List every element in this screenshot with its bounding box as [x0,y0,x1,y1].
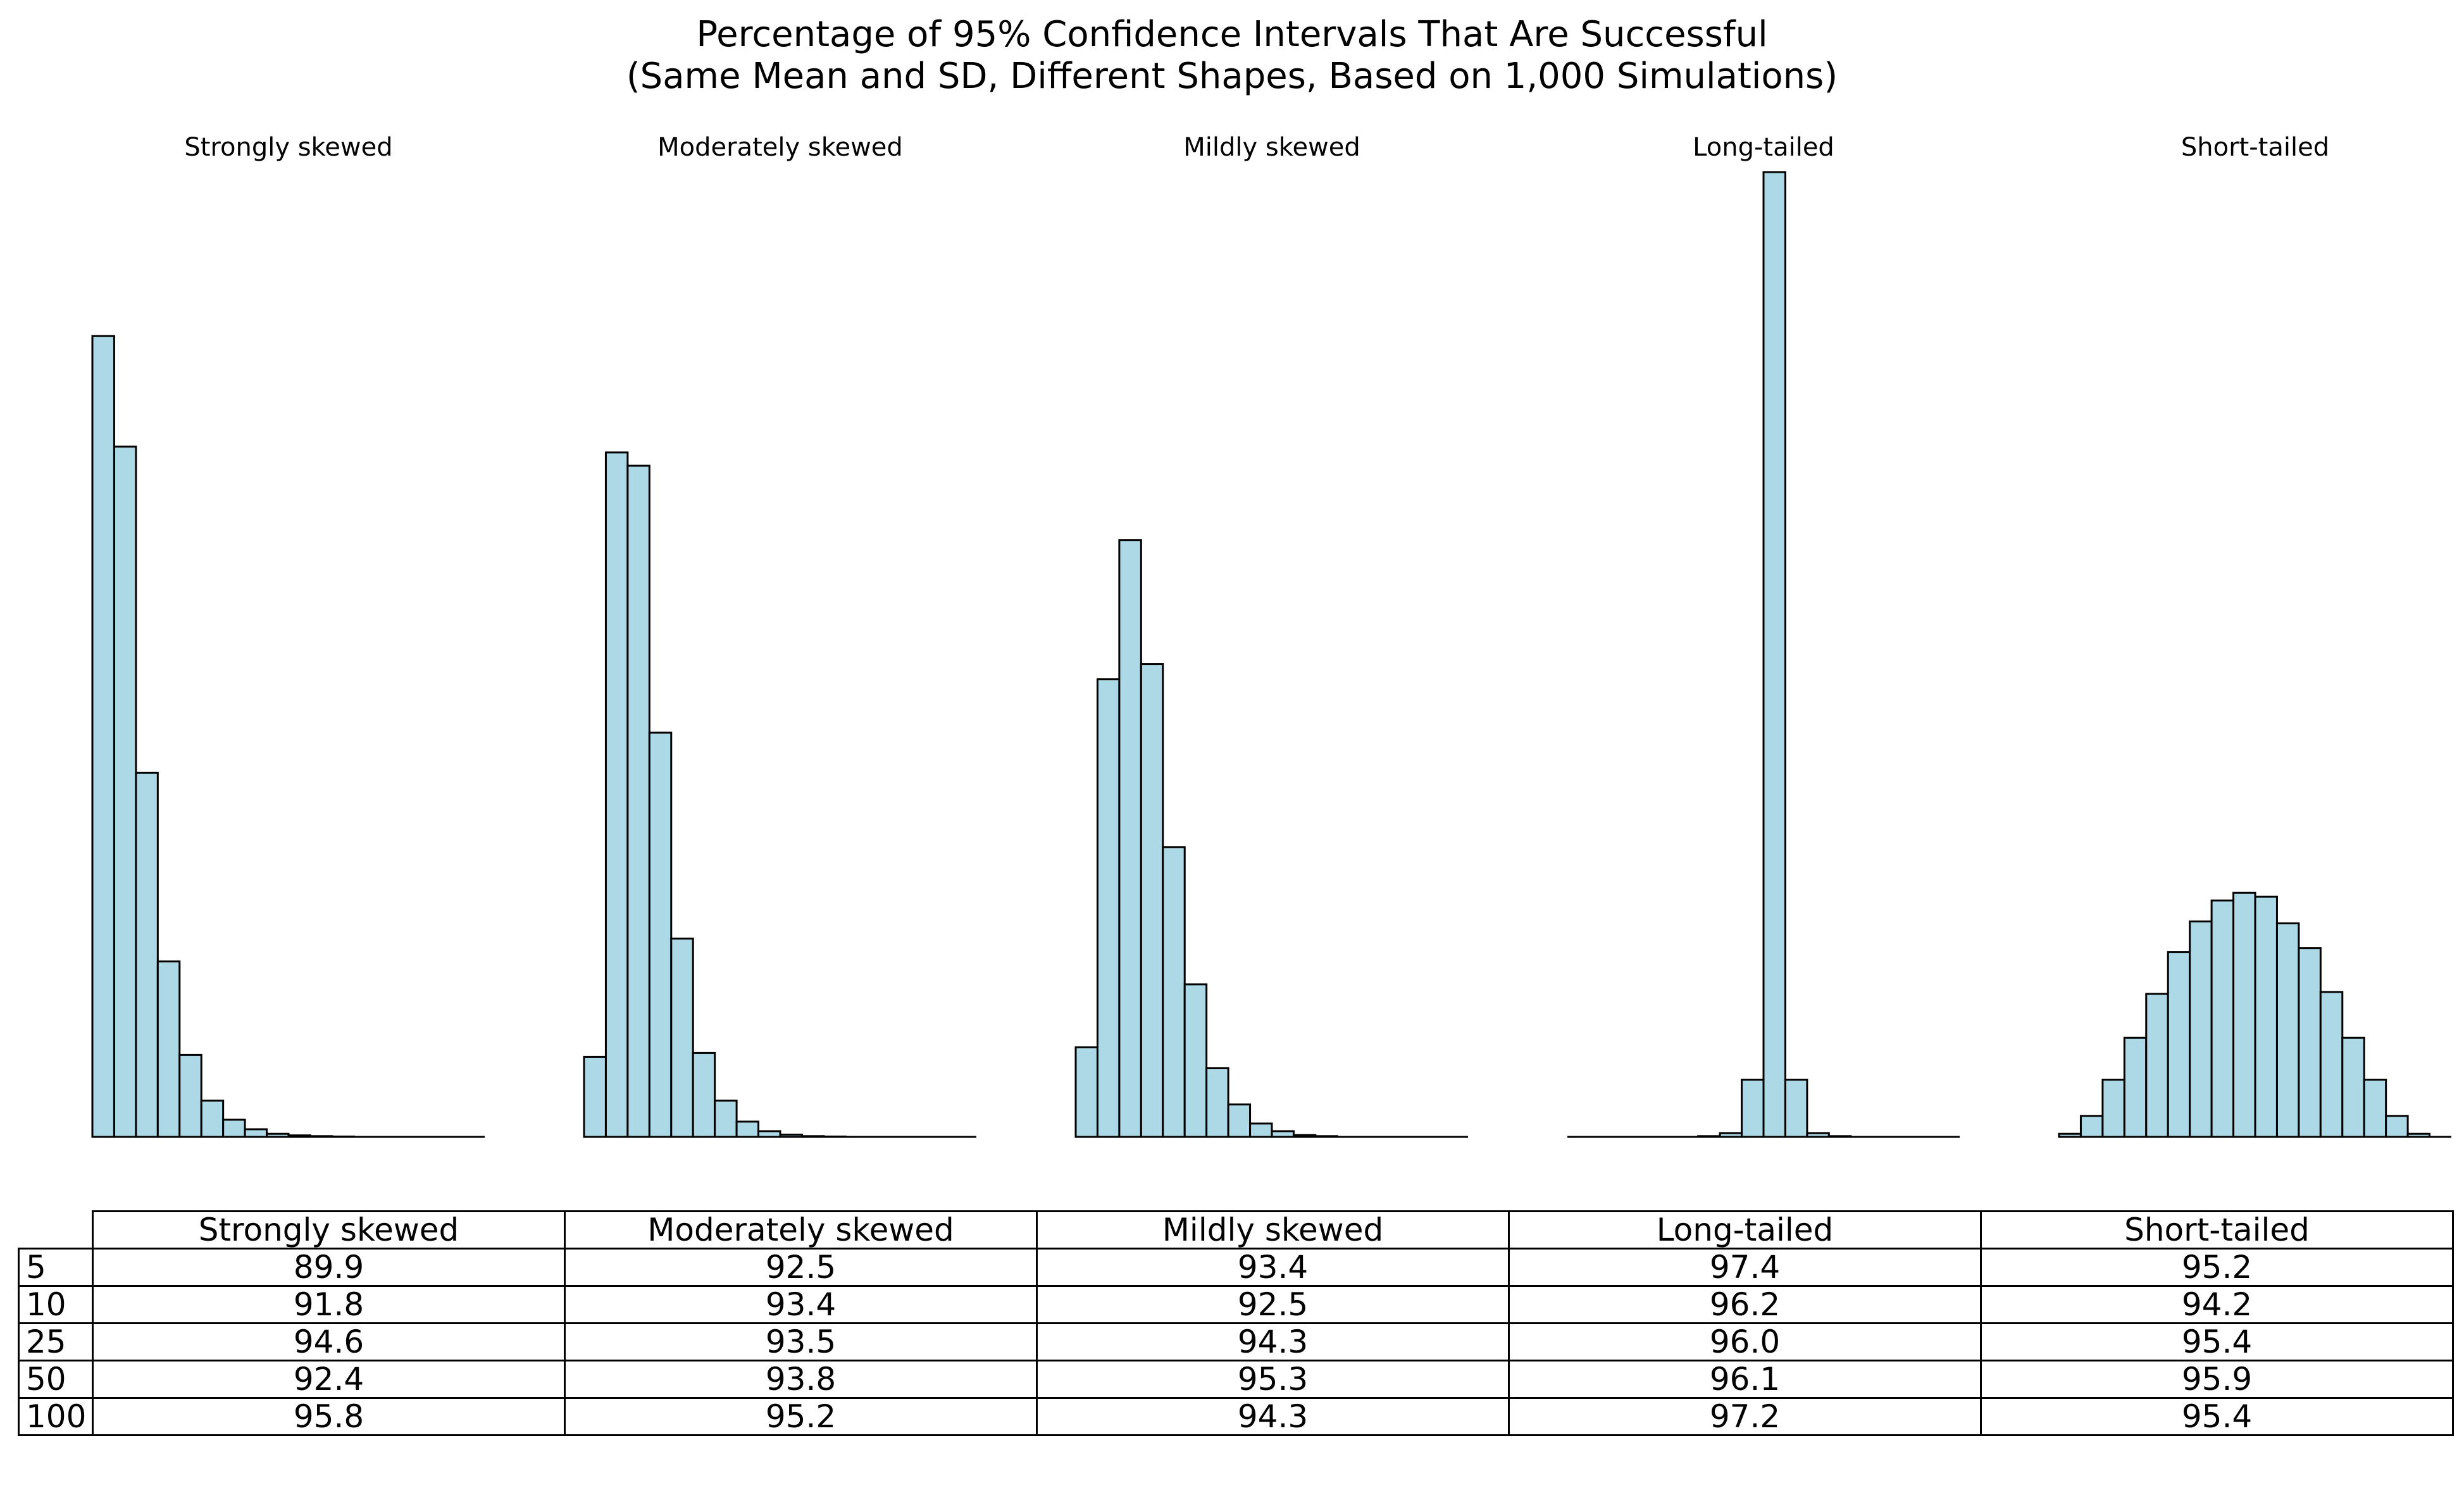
table-row-label: 10 [18,1285,94,1324]
histogram-bar [2101,1079,2125,1138]
table-row: 10 91.8 93.4 92.5 96.2 94.2 [18,1285,2454,1324]
table-cell: 93.5 [564,1322,1038,1361]
table-cell: 96.0 [1508,1322,1982,1361]
table-cell: 95.8 [92,1397,566,1436]
histogram-bar [113,445,137,1138]
histogram-bar [1183,983,1208,1138]
panel-title: Strongly skewed [184,133,392,162]
table-column-header: Long-tailed [1508,1210,1982,1250]
histogram-bar [244,1128,268,1138]
histogram-bar [2232,891,2256,1138]
table-cell: 92.5 [564,1248,1038,1287]
table-cell: 93.4 [1036,1248,1510,1287]
histogram-bar [1249,1122,1273,1138]
histogram-bar [1762,171,1786,1138]
histogram-bar [135,771,159,1138]
table-row-label: 50 [18,1360,94,1399]
table-cell: 97.2 [1508,1397,1982,1436]
table-cell: 93.8 [564,1360,1038,1399]
histogram-bar [2385,1115,2409,1138]
panel-title: Long-tailed [1693,133,1834,162]
histogram-bar [1162,846,1186,1138]
histogram-bar [2319,991,2344,1138]
histogram-bar [2341,1036,2365,1138]
histogram-bar [1784,1079,1808,1138]
table-cell: 94.3 [1036,1322,1510,1361]
histogram-bar [714,1100,738,1138]
table-cell: 94.2 [1980,1285,2454,1324]
table-column-header: Short-tailed [1980,1210,2454,1250]
table-row-label: 25 [18,1322,94,1361]
table-cell: 89.9 [92,1248,566,1287]
histogram-bar [1096,678,1121,1138]
histogram-bar [2254,895,2278,1138]
histogram-bar [2079,1115,2104,1138]
histogram-bar [1118,539,1142,1138]
histogram-bar [178,1053,202,1138]
histogram-bar [1227,1103,1252,1138]
table-header-row: Strongly skewed Moderately skewed Mildly… [19,1210,2454,1250]
table-row-label: 100 [18,1397,94,1436]
histogram-bar [2167,951,2191,1138]
table-row: 5 89.9 92.5 93.4 97.4 95.2 [18,1248,2454,1287]
table-row: 50 92.4 93.8 95.3 96.1 95.9 [18,1360,2454,1399]
histogram-panel: Moderately skewed [583,133,976,1138]
table-cell: 94.6 [92,1322,566,1361]
table-cell: 94.3 [1036,1397,1510,1436]
table-cell: 92.4 [92,1360,566,1399]
chart-title-line-1: Percentage of 95% Confidence Intervals T… [696,14,1768,55]
histogram-panel: Short-tailed [2058,133,2451,1138]
histogram-panel: Strongly skewed [91,133,485,1138]
histogram-bar [604,451,629,1138]
table-cell: 95.4 [1980,1397,2454,1436]
histogram-bar [626,464,650,1138]
histogram-bar [156,960,181,1138]
histogram-bar [648,731,673,1138]
histogram-bar [670,938,694,1138]
table-cell: 95.2 [1980,1248,2454,1287]
histogram-bar [1140,663,1164,1138]
table-cell: 92.5 [1036,1285,1510,1324]
histogram-bar [1205,1067,1229,1138]
histogram-bar [2363,1079,2387,1138]
table-corner-cell [19,1212,93,1249]
histogram-bar [2189,920,2213,1138]
table-cell: 96.1 [1508,1360,1982,1399]
histogram-panel: Mildly skewed [1074,133,1468,1138]
histogram-bar [91,335,115,1138]
histogram-bar [2275,922,2300,1138]
histogram-bar [583,1055,607,1138]
histogram-panels: Strongly skewed Moderately skewed Mildly s… [91,133,2451,1138]
table-cell: 95.4 [1980,1322,2454,1361]
results-table: Strongly skewed Moderately skewed Mildly… [18,1210,2454,1436]
table-row-label: 5 [18,1248,94,1287]
table-cell: 95.3 [1036,1360,1510,1399]
panel-title: Mildly skewed [1183,133,1360,162]
histogram-bar [2123,1036,2148,1138]
panel-title: Moderately skewed [657,133,903,162]
panel-title: Short-tailed [2181,133,2329,162]
table-column-header: Moderately skewed [564,1210,1038,1250]
table-row: 25 94.6 93.5 94.3 96.0 95.4 [18,1322,2454,1361]
table-cell: 95.9 [1980,1360,2454,1399]
table-row: 100 95.8 95.2 94.3 97.2 95.4 [18,1397,2454,1436]
histogram-bar [1074,1046,1098,1138]
histogram-panel: Long-tailed [1567,133,1960,1138]
table-cell: 96.2 [1508,1285,1982,1324]
table-cell: 91.8 [92,1285,566,1324]
histogram-bar [1741,1079,1765,1138]
table-cell: 97.4 [1508,1248,1982,1287]
table-column-header: Mildly skewed [1036,1210,1510,1250]
table-column-header: Strongly skewed [92,1210,566,1250]
table-cell: 93.4 [564,1285,1038,1324]
histogram-bar [735,1120,760,1138]
histogram-bar [692,1051,716,1138]
histogram-bar [2298,947,2322,1138]
histogram-bar [2210,899,2235,1138]
histogram-bar [200,1100,225,1138]
chart-title-line-2: (Same Mean and SD, Different Shapes, Bas… [626,56,1838,97]
histogram-bar [222,1119,246,1138]
table-cell: 95.2 [564,1397,1038,1436]
histogram-bar [2145,993,2169,1138]
